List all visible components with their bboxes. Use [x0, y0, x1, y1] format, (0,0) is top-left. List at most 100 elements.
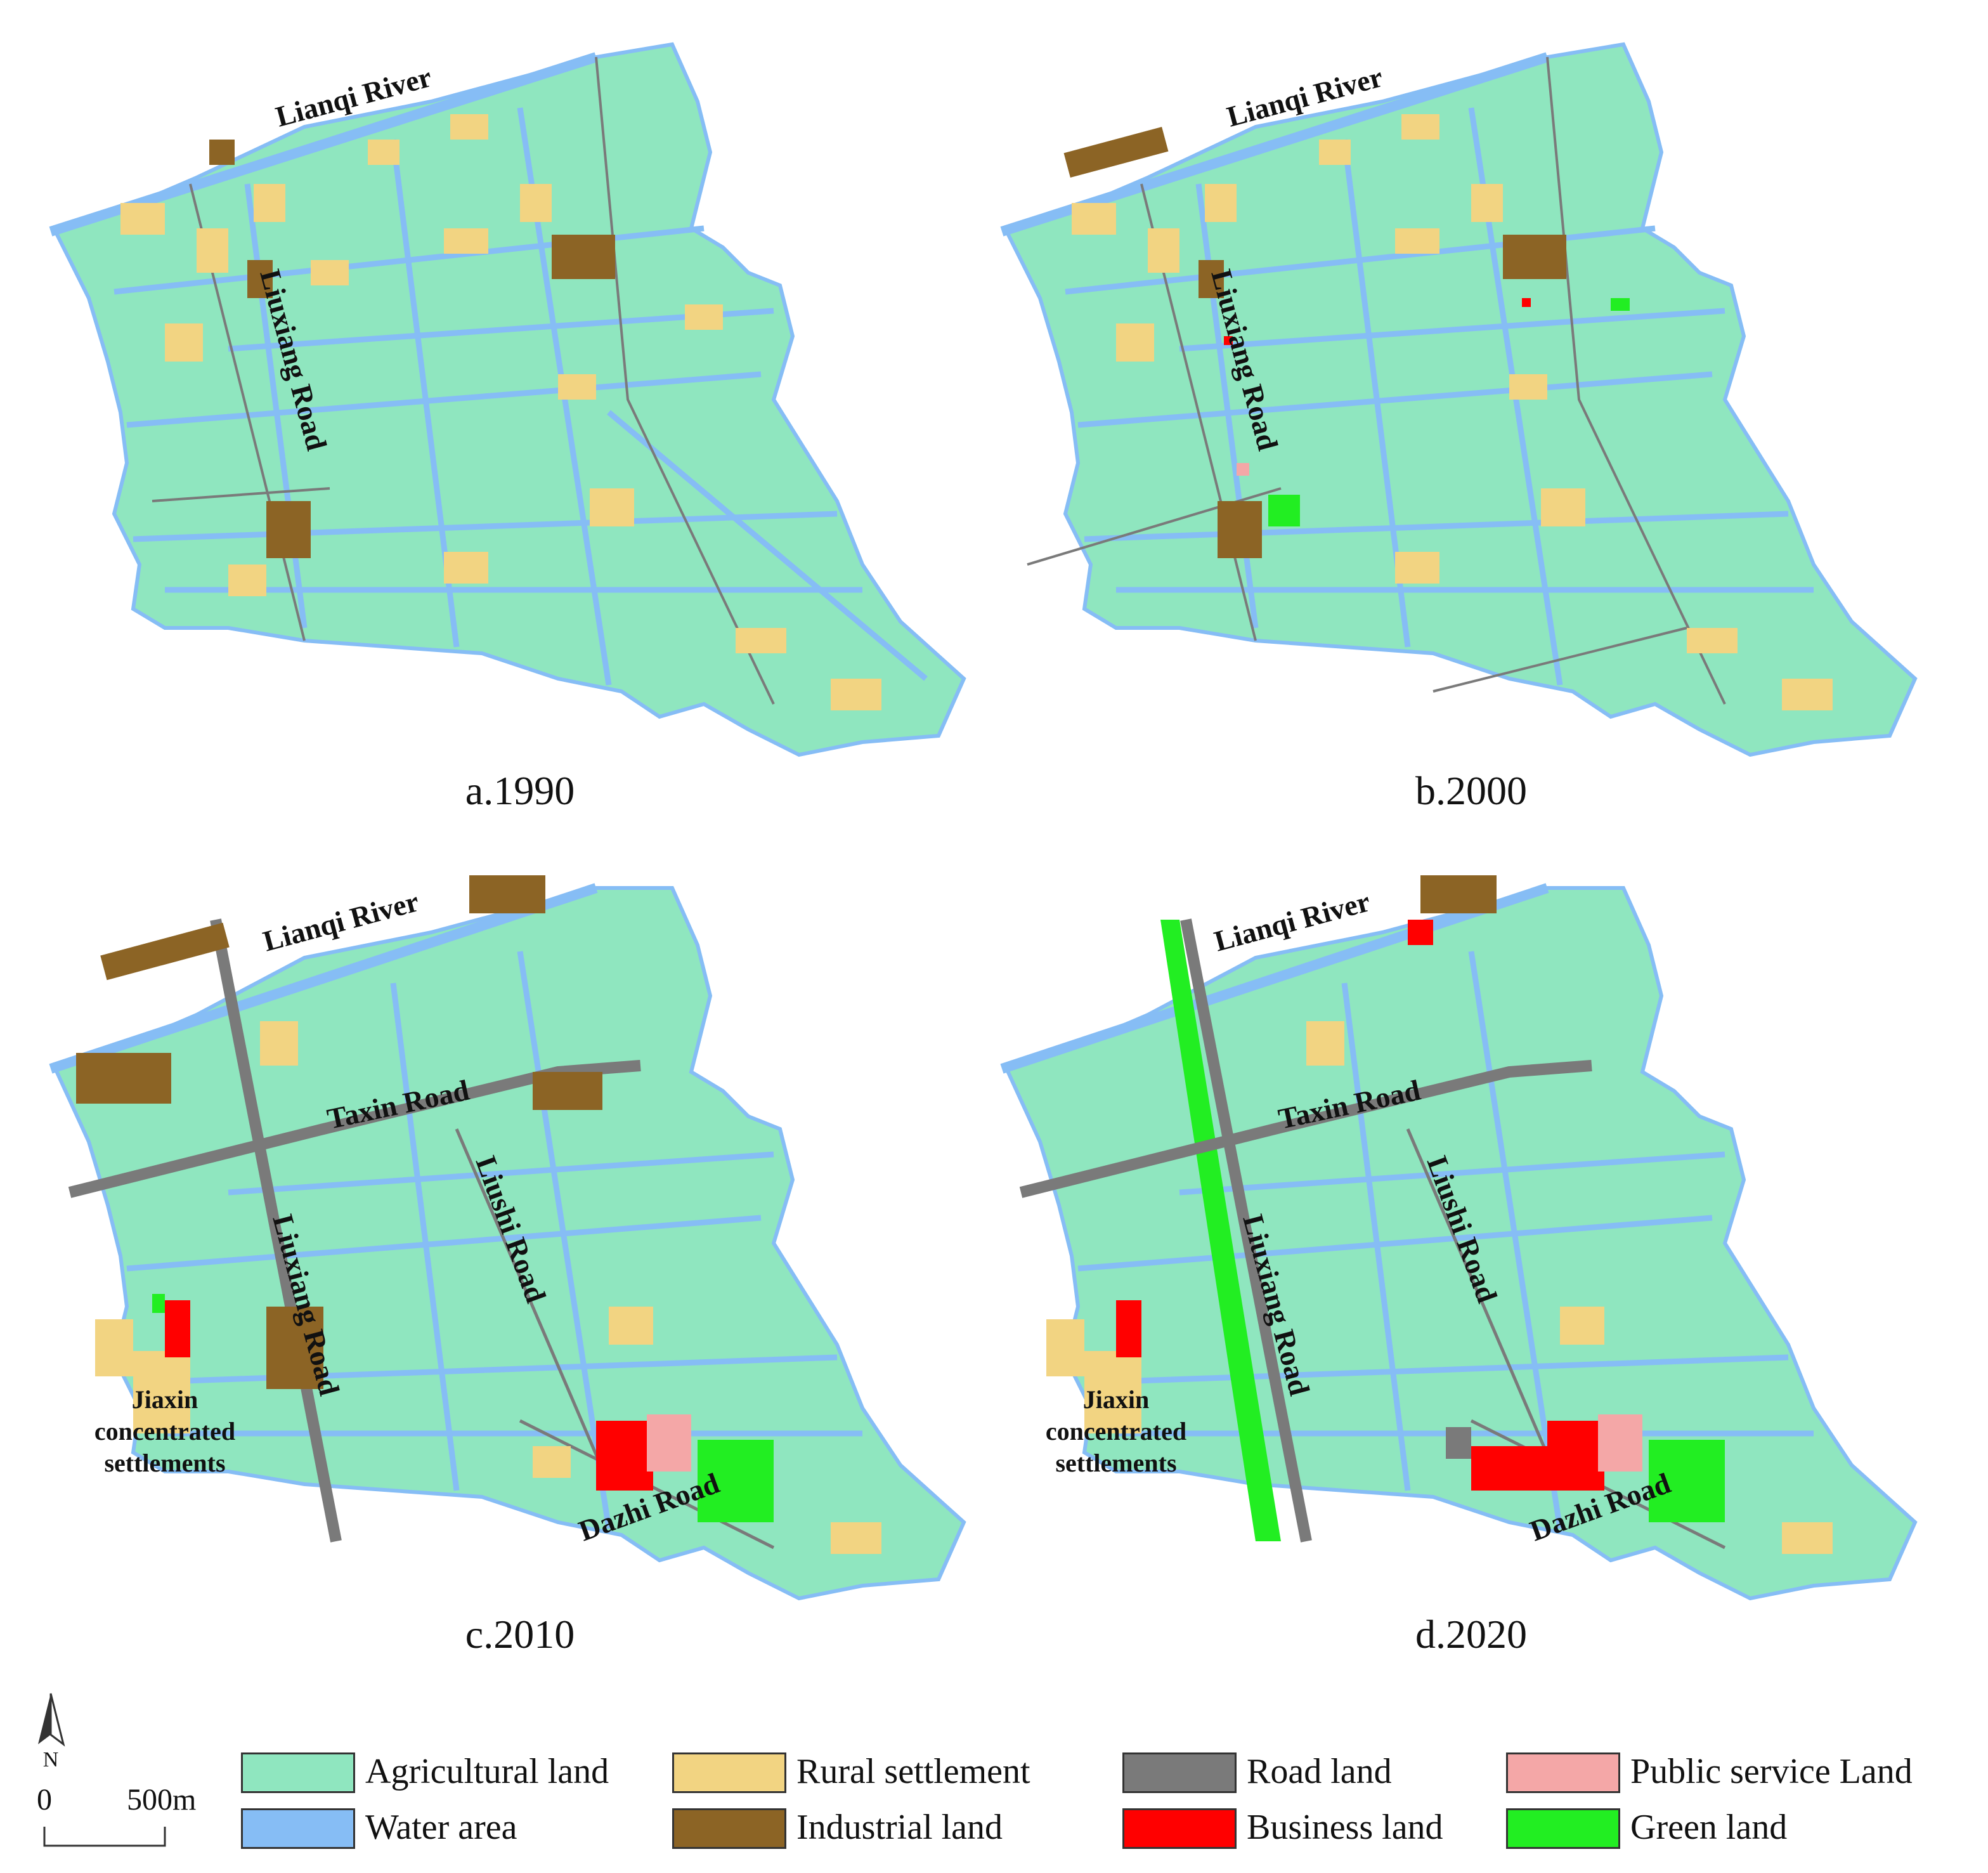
- legend-swatch: [672, 1752, 786, 1793]
- green-land-patch: [1268, 495, 1300, 526]
- green-land-patch: [698, 1440, 774, 1522]
- lianqi-river: [49, 52, 598, 237]
- rural-settlement-patch: [254, 184, 285, 222]
- label-jiaxin-2: concentrated: [94, 1417, 235, 1446]
- label-jiaxin-2: concentrated: [1046, 1417, 1186, 1446]
- scale-bar: [43, 1827, 166, 1847]
- rural-settlement-patch: [1560, 1307, 1604, 1345]
- industrial-land: [1063, 126, 1566, 558]
- rural-settlement-patch: [165, 323, 203, 362]
- rural-settlement-patch: [1046, 1319, 1084, 1376]
- rural-settlement-patch: [1084, 1351, 1141, 1433]
- business-land-patch: [596, 1421, 653, 1491]
- industrial-patch: [1503, 235, 1566, 279]
- map-panel-2020: Lianqi River Taxin Road Liuxiang Road Li…: [989, 863, 1953, 1668]
- legend-swatch: [672, 1808, 786, 1849]
- north-label: N: [43, 1748, 59, 1770]
- land-use-map-1990: Lianqi River Liuxiang Road: [49, 42, 966, 757]
- rural-settlement-patch: [133, 1351, 190, 1433]
- rural-settlement-patch: [444, 228, 488, 254]
- rural-settlement-patch: [444, 552, 488, 584]
- map-panel-1990: Lianqi River Liuxiang Road a.1990: [38, 19, 1002, 825]
- north-arrow-left: [38, 1694, 51, 1744]
- road-line: [1433, 627, 1687, 693]
- rural-settlement-patch: [1782, 679, 1833, 710]
- legend-label: Public service Land: [1630, 1752, 1913, 1791]
- rural-settlement-patch: [1471, 184, 1503, 222]
- canal: [1341, 982, 1411, 1491]
- north-arrow-icon: N: [38, 1693, 65, 1770]
- industrial-patch: [76, 1053, 171, 1104]
- rural-settlement-patch: [1509, 374, 1547, 400]
- rural-settlement-patch: [311, 260, 349, 285]
- industrial-patch: [1420, 875, 1497, 913]
- rural-settlement-patch: [228, 565, 266, 596]
- rural-settlement-patch: [520, 184, 552, 222]
- rural-settlement-patch: [533, 1446, 571, 1478]
- canal: [1179, 308, 1725, 352]
- legend-label: Agricultural land: [365, 1752, 609, 1791]
- industrial-patch: [533, 1072, 602, 1110]
- liushi-road-line: [1406, 1128, 1562, 1485]
- rural-settlement-patch: [590, 488, 634, 526]
- canal: [390, 982, 460, 1491]
- business-land-patch: [1224, 336, 1233, 345]
- industrial-patch: [100, 922, 230, 981]
- rural-settlements: [1046, 1021, 1833, 1554]
- canal: [126, 1215, 762, 1272]
- public-service-patch: [1237, 463, 1249, 476]
- green-land-patch: [1649, 1440, 1725, 1522]
- rural-settlement-patch: [831, 1522, 881, 1554]
- legend-label: Green land: [1630, 1808, 1788, 1847]
- industrial-patch: [1063, 126, 1169, 178]
- map-furniture: N 0 500m: [19, 1687, 222, 1858]
- rural-settlement-patch: [95, 1319, 133, 1376]
- land-use-map-2010: Lianqi River Taxin Road Liuxiang Road Li…: [49, 875, 966, 1601]
- rural-settlements: [1072, 114, 1833, 710]
- land-use-map-2020: Lianqi River Taxin Road Liuxiang Road Li…: [1000, 875, 1918, 1601]
- canal: [133, 511, 838, 542]
- rural-settlement-patch: [120, 203, 165, 235]
- public-service-patch: [1598, 1414, 1642, 1472]
- industrial-patch: [266, 1307, 323, 1389]
- rural-settlement-patch: [368, 140, 400, 165]
- industrial-land: [76, 875, 602, 1389]
- rural-settlement-patch: [1395, 552, 1439, 584]
- lianqi-river: [1000, 52, 1549, 237]
- canal: [228, 308, 774, 352]
- rural-settlement-patch: [197, 228, 228, 273]
- industrial-patch: [552, 235, 615, 279]
- industrial-patch: [1218, 501, 1262, 558]
- legend-swatch: [1122, 1808, 1237, 1849]
- rural-settlement-patch: [1148, 228, 1179, 273]
- industrial-patch: [266, 501, 311, 558]
- industrial-patch: [469, 875, 545, 913]
- road-line: [1546, 56, 1726, 705]
- agricultural-land-area: [1002, 886, 1918, 1601]
- map-panel-2000: Lianqi River Liuxiang Road b.2000: [989, 19, 1953, 825]
- industrial-patch: [1199, 260, 1224, 298]
- rural-settlement-patch: [450, 114, 488, 140]
- green-land-patch: [152, 1294, 165, 1313]
- rural-settlement-patch: [1541, 488, 1585, 526]
- canal: [1077, 1215, 1713, 1272]
- canal: [126, 371, 762, 428]
- road-line: [152, 487, 330, 502]
- legend-swatch: [1506, 1808, 1620, 1849]
- label-jiaxin-3: settlements: [1055, 1449, 1176, 1477]
- canal: [1077, 371, 1713, 428]
- map-panel-2010: Lianqi River Taxin Road Liuxiang Road Li…: [38, 863, 1002, 1668]
- liushi-road-line: [455, 1128, 611, 1485]
- rural-settlement-patch: [1072, 203, 1116, 235]
- road-line: [595, 56, 775, 705]
- canal: [1084, 1354, 1789, 1386]
- green-land-patch: [1611, 298, 1630, 311]
- public-service-patch: [647, 1414, 691, 1472]
- rural-settlement-patch: [1782, 1522, 1833, 1554]
- rural-settlement-patch: [1687, 628, 1738, 653]
- caption-2010: c.2010: [465, 1612, 575, 1657]
- legend-label: Rural settlement: [796, 1752, 1030, 1791]
- industrial-land: [209, 140, 615, 558]
- scale-start-label: 0: [37, 1783, 52, 1817]
- business-land-patch: [1547, 1421, 1604, 1491]
